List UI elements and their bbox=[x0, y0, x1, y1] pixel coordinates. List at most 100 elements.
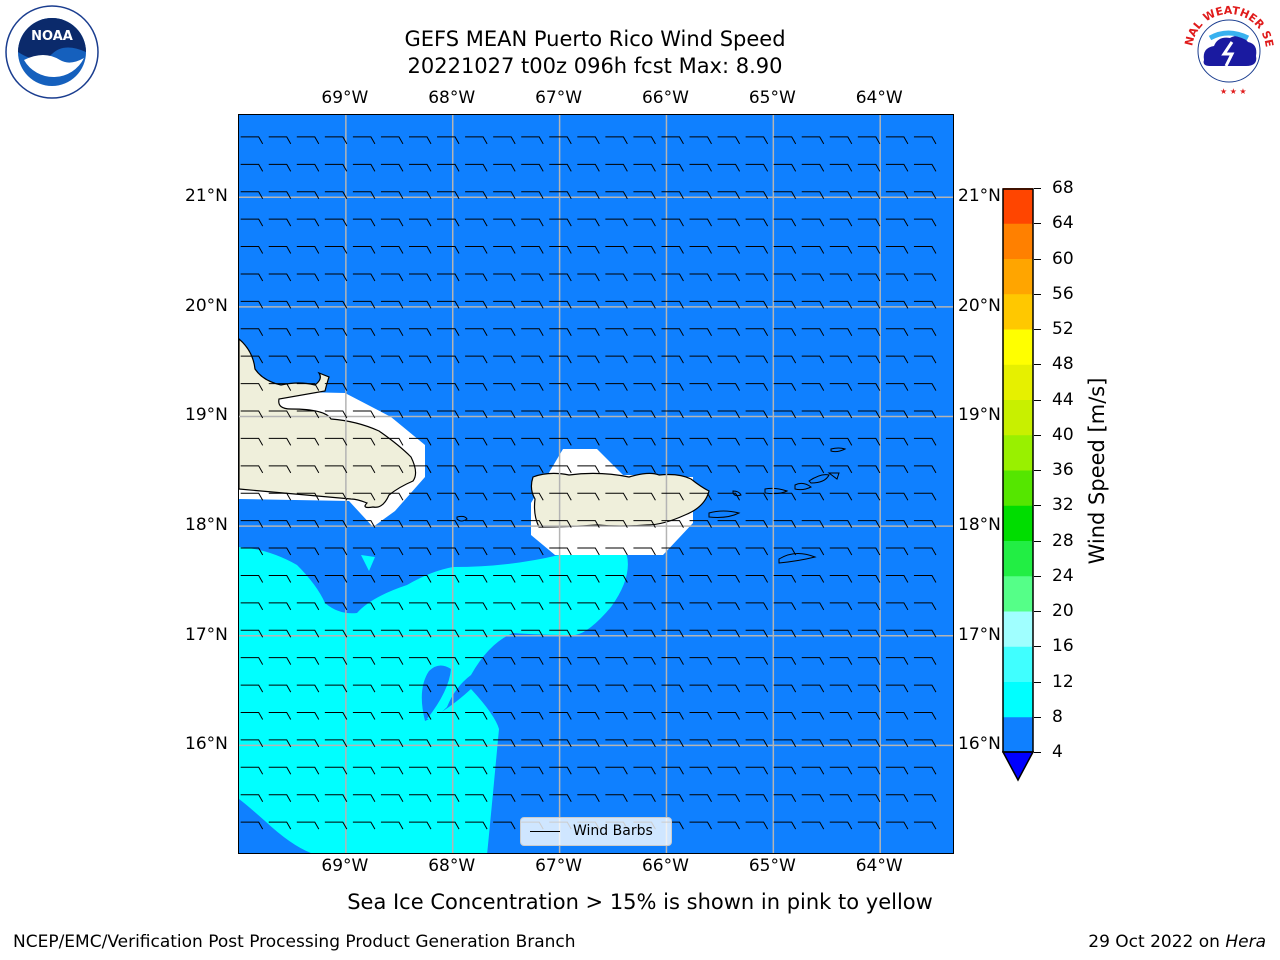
wind-barb bbox=[240, 246, 264, 254]
wind-barb bbox=[465, 465, 488, 474]
colorbar-band-11 bbox=[1003, 329, 1033, 365]
wind-barb bbox=[240, 191, 264, 199]
colorbar-band-1 bbox=[1003, 681, 1033, 718]
wind-barb bbox=[801, 300, 825, 309]
wind-barb bbox=[324, 794, 348, 802]
wind-barb bbox=[324, 547, 348, 556]
land-anguilla-area bbox=[830, 447, 847, 453]
wind-barb bbox=[913, 191, 937, 199]
colorbar-tick-12: 12 bbox=[1052, 671, 1074, 692]
wind-barb bbox=[661, 383, 684, 391]
colorbar-tick-24: 24 bbox=[1052, 565, 1074, 586]
lon-tick-bottom-5: 64°W bbox=[855, 856, 903, 876]
wind-barb bbox=[577, 218, 600, 227]
wind-barb bbox=[745, 794, 769, 802]
wind-barb bbox=[857, 520, 881, 528]
land-mona-island bbox=[456, 515, 468, 522]
wind-barb bbox=[661, 574, 684, 583]
wind-barb bbox=[829, 684, 853, 693]
wind-barb bbox=[661, 520, 684, 528]
wind-barb bbox=[268, 520, 292, 528]
wind-barb bbox=[605, 328, 628, 337]
wind-barb bbox=[493, 684, 516, 693]
wind-barb bbox=[745, 410, 769, 419]
wind-barb bbox=[549, 465, 572, 474]
wind-barb bbox=[493, 410, 516, 419]
wind-barb bbox=[437, 273, 460, 282]
wind-barb bbox=[521, 602, 544, 611]
wind-barb bbox=[268, 739, 292, 748]
wind-barb bbox=[605, 136, 628, 145]
wind-barb bbox=[773, 739, 797, 748]
wind-barb bbox=[549, 739, 572, 748]
wind-barb bbox=[857, 465, 881, 474]
colorbar-band-15 bbox=[1003, 188, 1033, 224]
wind-barb bbox=[324, 465, 348, 474]
wind-barb bbox=[521, 711, 544, 720]
wind-barb bbox=[437, 246, 460, 254]
colorbar bbox=[1001, 188, 1035, 783]
wind-barb bbox=[577, 766, 600, 775]
wind-barb bbox=[801, 383, 825, 391]
wind-barb bbox=[465, 684, 488, 693]
wind-barb bbox=[661, 684, 684, 693]
wind-barb bbox=[689, 355, 712, 364]
wind-barb bbox=[577, 794, 600, 802]
colorbar-tick-36: 36 bbox=[1052, 460, 1074, 480]
wind-barb bbox=[633, 794, 656, 802]
wind-barb bbox=[857, 602, 881, 611]
colorbar-band-0 bbox=[1003, 716, 1033, 753]
wind-barb bbox=[380, 657, 404, 665]
lat-tick-left-3: 18°N bbox=[185, 515, 228, 536]
wind-barb bbox=[465, 273, 488, 282]
wind-barb bbox=[605, 766, 628, 775]
wind-barb bbox=[801, 657, 825, 665]
wind-barb bbox=[521, 739, 544, 748]
nws-logo: NATIONAL WEATHER SERVICE ★ ★ ★ bbox=[1175, 0, 1278, 100]
wind-barb bbox=[549, 794, 572, 802]
wind-barb bbox=[885, 218, 909, 227]
wind-barb bbox=[913, 465, 937, 474]
wind-barb bbox=[409, 547, 432, 556]
wind-barb bbox=[324, 191, 348, 199]
colorbar-band-7 bbox=[1003, 470, 1033, 506]
wind-barb bbox=[689, 465, 712, 474]
wind-barb bbox=[465, 300, 488, 309]
wind-barb bbox=[465, 383, 488, 391]
wind-barb bbox=[324, 711, 348, 720]
wind-barb bbox=[577, 191, 600, 199]
wind-barb bbox=[380, 465, 404, 474]
wind-barb bbox=[829, 437, 853, 446]
wind-barb bbox=[773, 273, 797, 282]
wind-barb bbox=[717, 739, 741, 748]
wind-barb bbox=[437, 300, 460, 309]
wind-barb bbox=[689, 300, 712, 309]
wind-barb bbox=[577, 328, 600, 337]
wind-barb bbox=[577, 492, 600, 501]
wind-barb bbox=[913, 629, 937, 638]
wind-barb bbox=[605, 163, 628, 172]
wind-barb bbox=[549, 163, 572, 172]
wind-barb bbox=[240, 328, 264, 337]
colorbar-tickmark bbox=[1034, 364, 1041, 366]
wind-barb bbox=[605, 246, 628, 254]
wind-barb bbox=[857, 246, 881, 254]
wind-barb bbox=[773, 191, 797, 199]
wind-barb bbox=[493, 766, 516, 775]
map-panel bbox=[238, 114, 954, 854]
wind-barb bbox=[521, 300, 544, 309]
colorbar-tick-16: 16 bbox=[1052, 636, 1074, 657]
wind-barb bbox=[437, 383, 460, 391]
wind-barb bbox=[773, 218, 797, 227]
wind-barb bbox=[380, 574, 404, 583]
wind-barb bbox=[829, 465, 853, 474]
wind-barb bbox=[857, 821, 881, 830]
wind-barb bbox=[829, 246, 853, 254]
wind-barb bbox=[913, 711, 937, 720]
wind-barb bbox=[268, 547, 292, 556]
wind-barb bbox=[380, 711, 404, 720]
wind-barb bbox=[577, 629, 600, 638]
wind-barb bbox=[885, 657, 909, 665]
wind-barb bbox=[240, 300, 264, 309]
wind-barb bbox=[913, 163, 937, 172]
